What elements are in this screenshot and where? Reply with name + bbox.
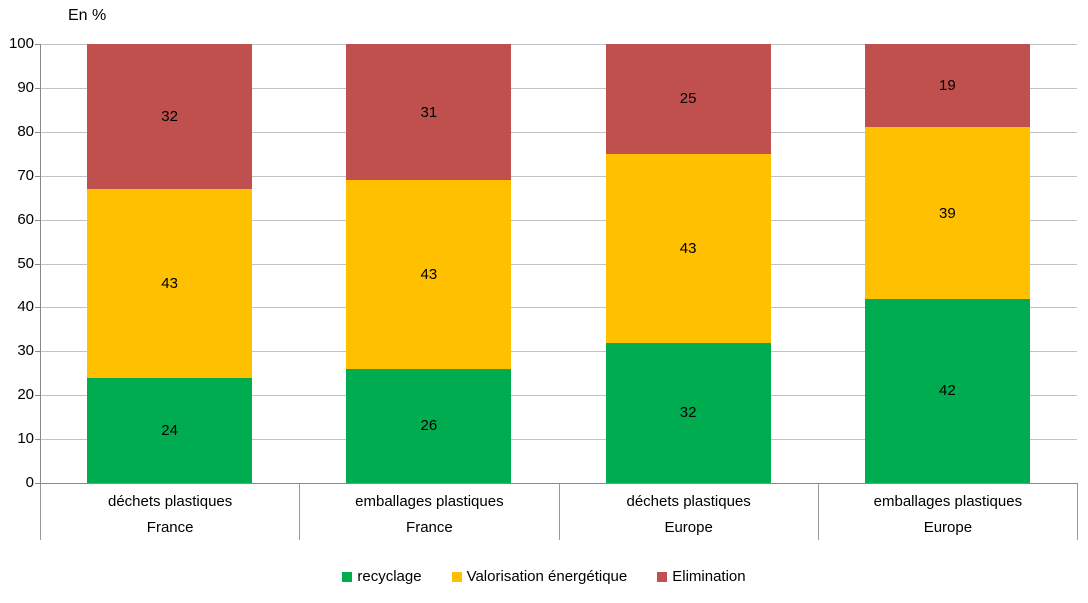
category-label: déchets plastiques xyxy=(626,493,751,510)
legend-label: Valorisation énergétique xyxy=(466,568,628,585)
y-tick-mark xyxy=(35,131,40,133)
y-tick-mark xyxy=(35,395,40,397)
category-cell: déchets plastiques France xyxy=(40,484,299,540)
gridline xyxy=(40,175,1077,177)
bar-value-label: 26 xyxy=(420,417,438,435)
bar-value-label: 25 xyxy=(679,90,697,108)
y-tick-label: 80 xyxy=(17,122,34,140)
y-tick-mark xyxy=(35,483,40,484)
y-tick-label: 10 xyxy=(17,430,34,448)
bar-value-label: 31 xyxy=(420,103,438,121)
category-cell: emballages plastiques Europe xyxy=(817,484,1078,540)
y-tick-mark xyxy=(35,439,40,441)
y-tick-label: 30 xyxy=(17,342,34,360)
bar-value-label: 43 xyxy=(161,274,178,292)
bar-segment-elimination-1: 32 xyxy=(87,44,253,189)
gridline xyxy=(40,219,1077,221)
bar-segment-recyclage-1: 24 xyxy=(87,377,253,483)
bar-segment-elimination-2: 31 xyxy=(346,44,512,181)
legend-swatch-icon xyxy=(451,571,462,582)
gridline xyxy=(40,395,1077,397)
gridline xyxy=(40,44,1077,45)
bar-segment-recyclage-4: 42 xyxy=(864,298,1030,483)
category-cell: emballages plastiques France xyxy=(299,484,558,540)
y-tick-label: 70 xyxy=(17,166,34,184)
y-axis-unit-title: En % xyxy=(68,7,107,24)
y-tick-mark xyxy=(35,44,40,45)
category-label: déchets plastiques xyxy=(108,493,233,510)
bar-value-label: 32 xyxy=(679,404,697,422)
bar-segment-recyclage-3: 32 xyxy=(605,342,771,483)
y-tick-label: 60 xyxy=(17,210,34,228)
category-label: emballages plastiques xyxy=(873,493,1023,510)
bar-value-label: 43 xyxy=(679,239,697,257)
category-group-label: France xyxy=(406,519,453,536)
category-group-label: France xyxy=(146,519,194,536)
category-group-label: Europe xyxy=(923,519,973,536)
bar-segment-valorisation-3: 43 xyxy=(605,153,771,343)
bar-value-label: 24 xyxy=(161,421,178,439)
gridline xyxy=(40,131,1077,133)
legend-item: Elimination xyxy=(657,568,746,585)
gridline xyxy=(40,263,1077,265)
bar-segment-valorisation-4: 39 xyxy=(864,127,1030,299)
gridline xyxy=(40,439,1077,441)
bar-value-label: 39 xyxy=(939,204,956,222)
y-tick-label: 100 xyxy=(8,35,34,52)
category-group-label: Europe xyxy=(664,519,713,536)
y-tick-mark xyxy=(35,87,40,89)
legend-item: recyclage xyxy=(342,568,422,585)
y-tick-mark xyxy=(35,219,40,221)
y-tick-label: 50 xyxy=(17,254,34,272)
legend-swatch-icon xyxy=(657,571,668,582)
legend-label: recyclage xyxy=(357,568,422,585)
bar-segment-elimination-3: 25 xyxy=(605,44,771,154)
y-tick-mark xyxy=(35,263,40,265)
category-label: emballages plastiques xyxy=(355,493,504,510)
gridline xyxy=(40,307,1077,309)
bar-value-label: 19 xyxy=(939,77,956,95)
bar-segment-valorisation-2: 43 xyxy=(346,180,512,369)
y-tick-label: 90 xyxy=(17,78,34,96)
y-tick-mark xyxy=(35,175,40,177)
y-tick-mark xyxy=(35,307,40,309)
bar-value-label: 42 xyxy=(939,382,956,400)
bar-segment-recyclage-2: 26 xyxy=(346,368,512,483)
y-tick-label: 40 xyxy=(17,298,34,316)
y-axis-line xyxy=(40,44,41,483)
category-cell: déchets plastiques Europe xyxy=(558,484,818,540)
gridline xyxy=(40,351,1077,353)
legend-item: Valorisation énergétique xyxy=(451,568,628,585)
x-axis: déchets plastiques France emballages plast… xyxy=(40,483,1078,540)
y-tick-label: 0 xyxy=(25,474,34,491)
y-tick-mark xyxy=(35,351,40,353)
bar-value-label: 32 xyxy=(161,107,178,125)
legend-swatch-icon xyxy=(342,571,353,582)
legend-label: Elimination xyxy=(672,568,746,585)
bar-segment-elimination-4: 19 xyxy=(864,44,1030,128)
bar-value-label: 43 xyxy=(420,265,438,283)
y-tick-label: 20 xyxy=(17,386,34,404)
bar-segment-valorisation-1: 43 xyxy=(87,188,253,378)
gridline xyxy=(40,87,1077,89)
legend: recyclage Valorisation énergétique Elimina… xyxy=(0,568,1088,585)
